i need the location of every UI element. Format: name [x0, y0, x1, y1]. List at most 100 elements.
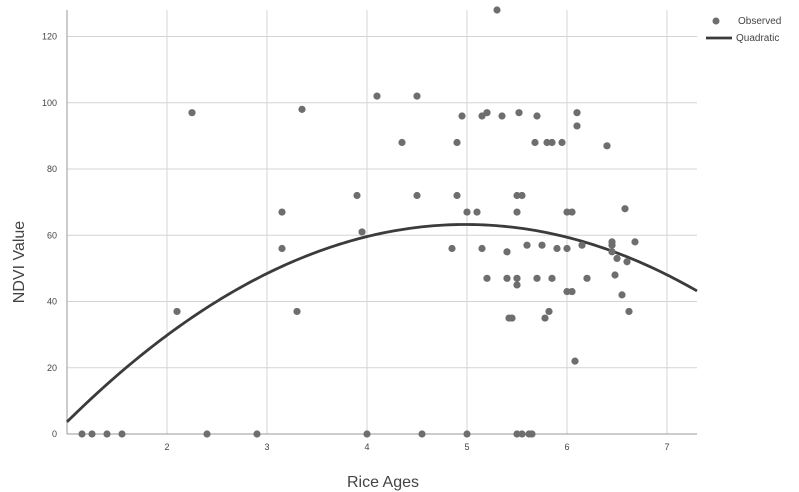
observed-point [545, 307, 553, 316]
x-tick-label: 5 [464, 442, 469, 452]
observed-point [493, 6, 501, 14]
observed-point [413, 92, 421, 100]
observed-point [563, 287, 571, 296]
observed-point [625, 307, 633, 316]
y-axis-title: NDVI Value [11, 221, 28, 304]
y-tick-label: 100 [42, 98, 57, 108]
observed-point [513, 274, 521, 282]
observed-point [515, 109, 523, 117]
observed-point [611, 271, 619, 279]
y-tick-label: 60 [47, 230, 57, 240]
observed-point [523, 241, 531, 249]
observed-point [118, 430, 126, 438]
observed-point [568, 287, 576, 296]
observed-point [543, 138, 551, 147]
observed-point [78, 430, 86, 438]
observed-point [513, 430, 521, 438]
tick-labels: 2 3 4 5 6 7 0 20 40 60 80 100 120 [42, 32, 670, 453]
x-tick-label: 6 [564, 442, 569, 452]
observed-point [498, 112, 506, 120]
observed-point [548, 274, 556, 282]
observed-point [353, 191, 361, 200]
observed-point [573, 109, 581, 117]
observed-point [621, 205, 629, 213]
observed-point [298, 105, 306, 113]
observed-point [453, 191, 461, 200]
observed-point [548, 138, 556, 147]
observed-point [473, 208, 481, 216]
observed-point [531, 138, 539, 147]
observed-point [513, 208, 521, 216]
x-tick-label: 3 [264, 442, 269, 452]
observed-points [78, 6, 639, 438]
grid-lines [66, 10, 697, 435]
observed-point [513, 281, 521, 289]
observed-point [503, 274, 511, 282]
x-tick-label: 7 [664, 442, 669, 452]
observed-point [278, 208, 286, 216]
observed-point [293, 307, 301, 316]
y-tick-label: 0 [52, 429, 57, 439]
observed-point [563, 244, 571, 253]
legend-observed-label: Observed [738, 16, 781, 27]
observed-point [458, 112, 466, 120]
observed-point [558, 138, 566, 147]
observed-point [483, 109, 491, 117]
observed-point [398, 138, 406, 147]
observed-point [463, 430, 471, 438]
observed-point [533, 274, 541, 282]
legend: Observed Quadratic [706, 16, 781, 44]
observed-point [608, 248, 616, 256]
observed-point [453, 138, 461, 147]
y-tick-label: 40 [47, 297, 57, 307]
axes [66, 10, 697, 435]
observed-point [448, 244, 456, 253]
observed-point [571, 357, 579, 365]
observed-point [518, 430, 526, 438]
observed-point [618, 291, 626, 299]
observed-point [418, 430, 426, 438]
observed-point [533, 112, 541, 120]
observed-point [553, 244, 561, 253]
observed-point [578, 241, 586, 249]
observed-point [563, 208, 571, 216]
observed-point [613, 254, 621, 263]
observed-point [203, 430, 211, 438]
observed-point [541, 314, 549, 322]
observed-point [483, 274, 491, 282]
observed-point [188, 109, 196, 117]
x-tick-label: 2 [164, 442, 169, 452]
observed-point [631, 238, 639, 246]
observed-point [358, 228, 366, 236]
observed-point [603, 142, 611, 150]
observed-point [363, 430, 371, 438]
x-tick-label: 4 [364, 442, 369, 452]
observed-point [413, 191, 421, 200]
legend-observed-marker [712, 17, 720, 25]
observed-point [478, 244, 486, 253]
observed-point [538, 241, 546, 249]
y-tick-label: 20 [47, 363, 57, 373]
observed-point [173, 307, 181, 316]
observed-point [103, 430, 111, 438]
observed-point [278, 244, 286, 253]
observed-point [568, 208, 576, 216]
y-tick-label: 80 [47, 164, 57, 174]
observed-point [518, 191, 526, 200]
observed-point [88, 430, 96, 438]
observed-point [463, 208, 471, 216]
observed-point [503, 248, 511, 256]
y-tick-label: 120 [42, 32, 57, 42]
observed-point [253, 430, 261, 438]
x-axis-title: Rice Ages [347, 474, 419, 491]
observed-point [373, 92, 381, 100]
observed-point [573, 122, 581, 130]
observed-point [528, 430, 536, 438]
observed-point [508, 314, 516, 322]
observed-point [608, 241, 616, 249]
observed-point [513, 191, 521, 200]
legend-quadratic-label: Quadratic [736, 33, 779, 44]
quadratic-fit-curve [66, 223, 698, 423]
observed-point [583, 274, 591, 282]
